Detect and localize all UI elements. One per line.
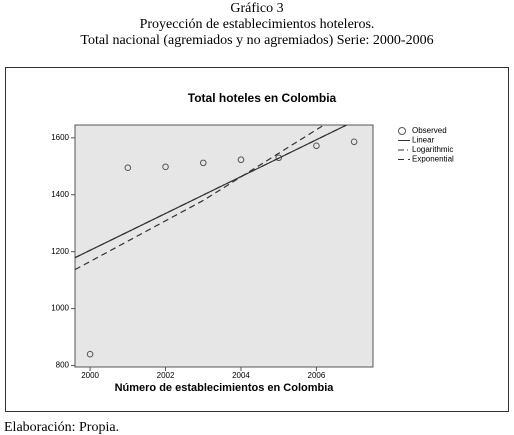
figure-number: Gráfico 3 <box>230 1 283 16</box>
footer: Elaboración: Propia. <box>4 420 119 435</box>
x-tick-label: 2002 <box>157 371 175 380</box>
x-tick-label: 2004 <box>232 371 250 380</box>
fit-line <box>75 125 325 271</box>
observed-point <box>124 164 132 172</box>
x-tick-label: 2006 <box>308 371 326 380</box>
legend-label: Logarithmic <box>412 145 453 154</box>
observed-point <box>350 138 358 146</box>
observed-point <box>86 350 94 358</box>
legend-label: Observed <box>412 126 447 135</box>
x-tick-label: 2000 <box>81 371 99 380</box>
y-tick-label: 800 <box>56 361 70 370</box>
chart-title: Total hoteles en Colombia <box>188 91 337 105</box>
observed-point <box>237 156 245 164</box>
legend-label: Linear <box>412 136 435 145</box>
observed-point <box>162 163 169 171</box>
frame <box>5 67 509 412</box>
observed-point <box>275 154 282 162</box>
figure-title: Proyección de establecimientos hoteleros… <box>140 17 375 32</box>
legend-marker <box>398 127 406 135</box>
y-tick-label: 1200 <box>51 247 69 256</box>
y-tick-label: 1000 <box>51 304 69 313</box>
plot-content <box>75 125 358 358</box>
y-tick-label: 1600 <box>51 133 69 142</box>
observed-point <box>199 159 207 167</box>
y-tick-label: 1400 <box>51 190 69 199</box>
fit-line <box>75 125 347 259</box>
x-axis-label: Número de establecimientos en Colombia <box>115 382 335 394</box>
plot-area <box>74 124 374 368</box>
figure-subtitle: Total nacional (agremiados y no agremiad… <box>80 33 433 48</box>
observed-point <box>313 142 320 150</box>
legend-label: Exponential <box>412 155 454 164</box>
